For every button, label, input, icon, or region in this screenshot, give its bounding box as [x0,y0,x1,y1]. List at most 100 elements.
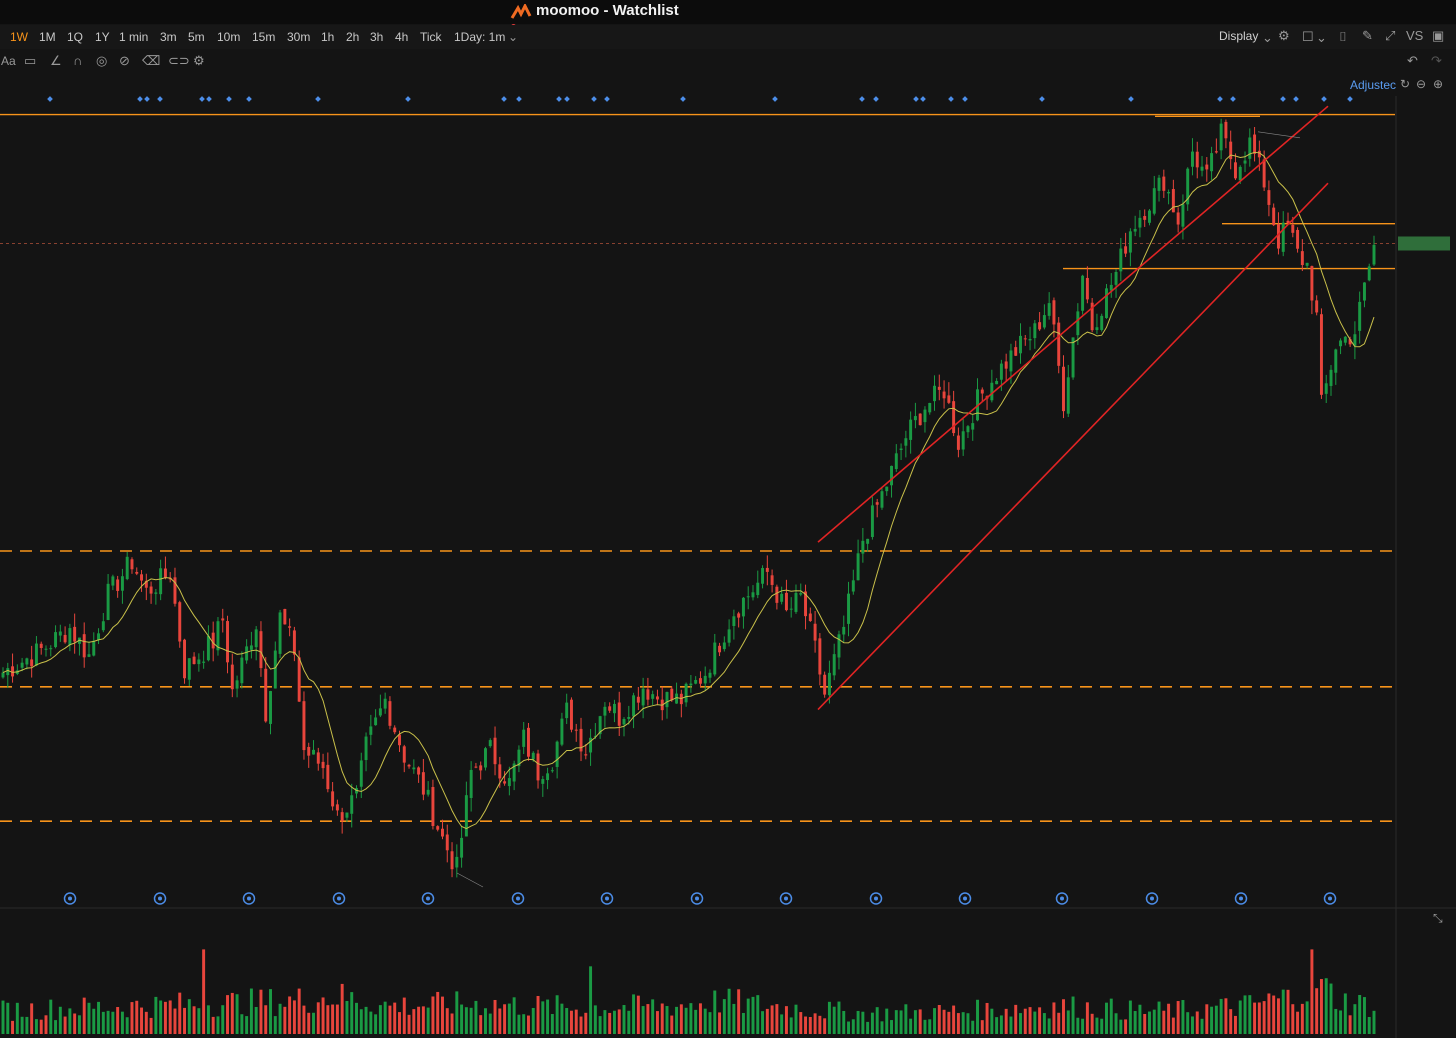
layout-icon[interactable]: ☐ [1302,29,1314,44]
zoom-in-icon[interactable]: ⊕ [1433,77,1444,91]
text-tool-button[interactable]: Aa [1,54,16,68]
candle-body [402,746,406,763]
settings-icon[interactable]: ⚙ [193,53,205,68]
candle-body [25,658,29,665]
tab-1y[interactable]: 1Y [95,30,110,44]
dividend-marker-icon [242,892,256,905]
volume-bar [784,1006,788,1034]
volume-bar [512,997,516,1034]
dividend-marker-dot [158,896,162,901]
volume-bar [1319,979,1323,1034]
volume-bar [546,999,550,1034]
volume-bar [1334,1008,1338,1034]
tab-4h[interactable]: 4h [395,30,409,44]
hide-icon[interactable]: ⊘ [119,53,130,68]
volume-bar [593,1005,597,1034]
tab-2h[interactable]: 2h [346,30,360,44]
candle-body [426,789,430,795]
volume-bar [612,1010,616,1034]
candle-body [770,575,774,585]
comment-icon[interactable]: ▭ [24,53,37,68]
candle-body [493,737,497,765]
tab-1day-1m[interactable]: 1Day: 1m [454,30,506,44]
trash-icon[interactable]: ⌫ [142,53,161,68]
adjusted-label[interactable]: Adjustec [1350,78,1397,92]
candle-body [488,740,492,747]
candle-body [469,769,473,798]
volume-bar [646,1004,650,1034]
link-icon[interactable]: ⊂⊃ [168,53,190,68]
tab-15m[interactable]: 15m [252,30,276,44]
tab-1min[interactable]: 1 min [119,30,149,44]
refresh-icon[interactable]: ↻ [1400,77,1411,91]
candle-body [211,632,215,649]
candle-body [1128,231,1132,253]
volume-bar [192,1006,196,1034]
fullscreen-icon[interactable]: ⤢ [1385,28,1396,43]
chevron-down-icon[interactable]: ⌄ [508,30,519,44]
candle-body [187,658,191,680]
compare-button[interactable]: VS [1406,28,1424,43]
volume-bar [1233,1015,1237,1034]
tab-tick[interactable]: Tick [420,30,442,44]
candle-body [178,602,182,642]
volume-bar [249,988,253,1034]
eye-icon[interactable]: ◎ [96,53,108,68]
tab-30m[interactable]: 30m [287,30,311,44]
volume-bar [584,1012,588,1034]
pencil-icon[interactable]: ✎ [1362,28,1373,43]
volume-bar [350,992,354,1034]
event-marker-icon [315,96,321,102]
volume-bar [928,1019,932,1034]
tab-5m[interactable]: 5m [188,30,205,44]
volume-bar [722,999,726,1034]
volume-bar [598,1016,602,1034]
volume-bar [632,994,636,1034]
volume-bar [827,1001,831,1034]
chevron-down-icon[interactable]: ⌄ [1316,30,1327,45]
candle-body [1114,271,1118,285]
tab-1m[interactable]: 1M [39,30,56,44]
candle-body [431,787,435,827]
candle-body [350,795,354,814]
title-bar [0,0,1456,24]
volume-bar [1095,1017,1099,1034]
camera-icon[interactable]: ⌷ [1339,29,1347,44]
event-marker-icon [137,96,143,102]
candle-body [1,672,5,678]
candle-body [866,538,870,544]
candle-body [703,675,707,684]
magnet-icon[interactable]: ∩ [73,53,83,68]
tab-10m[interactable]: 10m [217,30,241,44]
gear-icon[interactable]: ⚙ [1278,28,1290,43]
volume-bar [756,995,760,1034]
volume-bar [832,1006,836,1034]
volume-bar [622,1005,626,1034]
tab-3m[interactable]: 3m [160,30,177,44]
candle-body [1071,337,1075,378]
dividend-marker-icon [1323,892,1337,905]
volume-bar [393,1002,397,1034]
chevron-down-icon[interactable]: ⌄ [1262,30,1273,45]
volume-bar [1296,1011,1300,1034]
tab-1h[interactable]: 1h [321,30,335,44]
candle-body [827,672,831,696]
tab-3h[interactable]: 3h [370,30,384,44]
panel-icon[interactable]: ▣ [1432,28,1445,43]
candle-body [1296,229,1300,249]
candle-body [140,574,144,581]
volume-bar [1372,1010,1376,1034]
redo-icon[interactable]: ↷ [1431,53,1442,68]
undo-icon[interactable]: ↶ [1407,53,1418,68]
line-tool-icon[interactable]: ∠ [50,53,62,68]
tab-1q[interactable]: 1Q [67,30,84,44]
volume-bar [335,1004,339,1034]
volume-bar [703,1008,707,1034]
moomoo-logo-icon [510,4,532,19]
candle-body [507,778,511,787]
tab-1w[interactable]: 1W [10,30,28,44]
display-button[interactable]: Display [1219,29,1259,43]
zoom-out-icon[interactable]: ⊖ [1416,77,1427,91]
candle-body [374,717,378,726]
